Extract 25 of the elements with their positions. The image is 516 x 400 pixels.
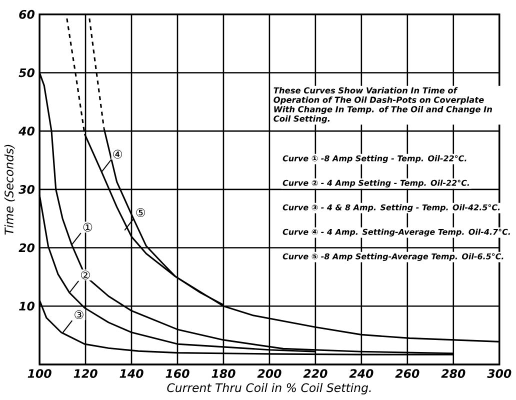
x-tick-label: 260 [395, 369, 420, 378]
x-tick-label: 300 [487, 369, 512, 378]
x-tick-label: 220 [303, 369, 328, 378]
y-tick-label: 20 [18, 243, 35, 252]
y-tick-label: 30 [18, 185, 35, 194]
y-tick-label: 10 [19, 302, 35, 311]
annotation: ④ [113, 150, 122, 159]
annotation: ② [81, 270, 90, 280]
x-axis-title: Current Thru Coil in % Coil Setting. [167, 383, 371, 395]
annotation: ③ [74, 310, 84, 320]
x-tick-label: 160 [166, 369, 190, 378]
y-tick-label: 40 [18, 126, 35, 136]
y-axis-title: Time (Seconds) [4, 145, 15, 235]
y-tick-label: 60 [19, 10, 35, 19]
x-tick-label: 140 [120, 369, 144, 378]
annotation: These Curves Show Variation In Time of Operation of The Oil Dash-Pots on Coverplate With Change In Temp. of The Oil and Change In Coil Setting. [274, 87, 492, 124]
y-tick-label: 50 [18, 68, 35, 78]
x-tick-label: 180 [212, 369, 236, 378]
x-tick-label: 100 [28, 369, 52, 378]
x-tick-label: 280 [441, 369, 466, 378]
x-tick-label: 240 [349, 369, 374, 378]
x-tick-label: 120 [74, 369, 98, 378]
annotation: ① [83, 222, 92, 232]
annotation: ⑤ [136, 208, 146, 218]
x-tick-label: 200 [257, 369, 282, 378]
